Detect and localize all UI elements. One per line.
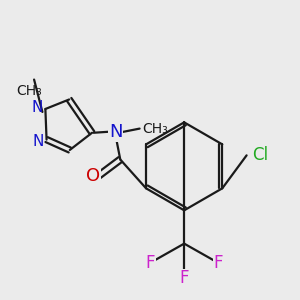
Text: N: N bbox=[33, 134, 44, 149]
Text: F: F bbox=[179, 269, 189, 287]
Text: O: O bbox=[86, 167, 100, 185]
Text: CH₃: CH₃ bbox=[17, 84, 43, 98]
Text: Cl: Cl bbox=[253, 146, 269, 164]
Text: N: N bbox=[31, 100, 42, 115]
Text: F: F bbox=[145, 254, 155, 272]
Text: F: F bbox=[214, 254, 223, 272]
Text: N: N bbox=[109, 123, 122, 141]
Text: CH₃: CH₃ bbox=[142, 122, 168, 136]
